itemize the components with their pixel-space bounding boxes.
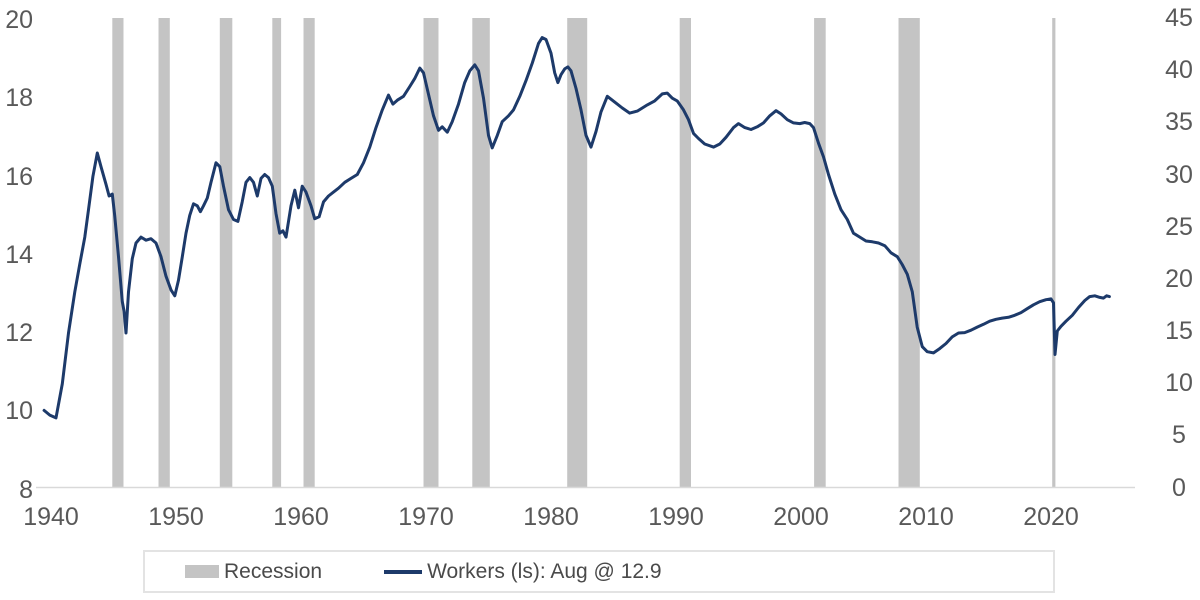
y-axis-right-tick-label: 0 <box>1172 473 1186 502</box>
recession-swatch <box>185 565 219 578</box>
y-axis-right-tick-label: 30 <box>1165 160 1193 189</box>
y-axis-right-tick-label: 35 <box>1165 108 1193 137</box>
x-axis-tick-label: 1990 <box>648 503 704 531</box>
y-axis-right-tick-label: 10 <box>1165 369 1193 398</box>
x-axis-tick-label: 1940 <box>23 503 79 531</box>
x-axis-tick-label: 2010 <box>898 503 954 531</box>
y-axis-right-tick-label: 45 <box>1165 4 1193 32</box>
legend: Recession Workers (ls): Aug @ 12.9 <box>143 550 1055 593</box>
workers-line-swatch <box>384 569 423 574</box>
legend-label-workers: Workers (ls): Aug @ 12.9 <box>427 559 662 583</box>
x-axis-tick-label: 1960 <box>273 503 329 531</box>
recession-band <box>898 18 920 488</box>
recession-band <box>567 18 588 488</box>
y-axis-left-tick-label: 10 <box>5 397 33 426</box>
y-axis-right-tick-label: 25 <box>1165 212 1193 241</box>
recession-band <box>423 18 439 488</box>
y-axis-left-tick-label: 18 <box>5 84 33 113</box>
y-axis-right-tick-label: 15 <box>1165 317 1193 345</box>
legend-item-workers: Workers (ls): Aug @ 12.9 <box>384 560 662 584</box>
x-axis-tick-label: 1970 <box>398 503 454 531</box>
y-axis-right-tick-label: 40 <box>1165 56 1193 85</box>
x-axis-tick-label: 1950 <box>148 503 204 531</box>
recession-band <box>158 18 170 488</box>
legend-label-recession: Recession <box>224 559 323 583</box>
recession-band <box>272 18 282 488</box>
recession-band <box>679 18 691 488</box>
recession-band <box>1052 18 1056 488</box>
chart-canvas <box>36 18 1135 489</box>
y-axis-left-tick-label: 20 <box>5 6 33 34</box>
y-axis-left-tick-label: 16 <box>5 162 33 191</box>
x-axis-tick-label: 1980 <box>523 503 579 531</box>
y-axis-right-tick-label: 20 <box>1165 264 1193 293</box>
y-axis-left-tick-label: 12 <box>5 319 33 347</box>
y-axis-right-tick-label: 5 <box>1172 421 1186 450</box>
workers-series-line <box>42 36 1111 420</box>
y-axis-left-tick-label: 14 <box>5 240 33 269</box>
x-axis-tick-label: 2020 <box>1023 503 1079 531</box>
x-axis-tick-label: 2000 <box>773 503 829 531</box>
recession-band <box>472 18 490 488</box>
legend-item-recession: Recession <box>185 560 322 584</box>
recession-band <box>303 18 315 488</box>
recession-band <box>814 18 826 488</box>
recession-band <box>219 18 233 488</box>
y-axis-left-tick-label: 8 <box>19 475 33 504</box>
